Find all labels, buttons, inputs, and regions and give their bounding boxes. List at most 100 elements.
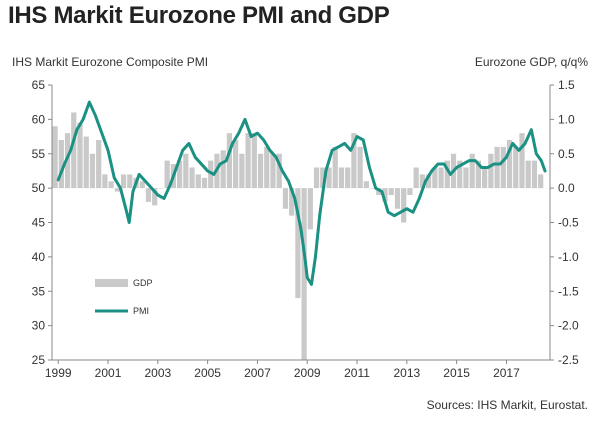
gdp-bar [52,126,58,189]
pmi-line-layer [56,100,547,286]
gdp-bar [382,188,388,202]
gdp-bar [494,146,500,189]
left-axis-title: IHS Markit Eurozone Composite PMI [12,55,209,69]
gdp-bar [239,153,245,189]
page-title: IHS Markit Eurozone PMI and GDP [8,2,390,29]
x-tick-label: 2003 [144,366,171,380]
gdp-bar [444,160,450,189]
left-tick-label: 45 [32,216,46,230]
gdp-bar [338,167,345,189]
gdp-bar [77,122,83,189]
legend-gdp-swatch [95,279,128,287]
gdp-bar [58,140,64,189]
left-tick-label: 25 [32,353,46,367]
gdp-bar [89,153,96,189]
x-tick-label: 2001 [95,366,122,380]
right-tick-label: -1.5 [558,284,579,298]
gdp-bar [120,174,127,189]
gdp-bar [233,140,239,189]
gdp-bar [152,188,158,206]
gdp-bar [345,167,351,189]
pmi-line [56,100,547,286]
axes: 65 60 55 50 45 40 35 30 25 1.5 1.0 0.5 0.0 -0.5 -1.0 -1… [32,78,579,380]
gdp-bar [208,160,214,189]
right-axis-title: Eurozone GDP, q/q% [474,55,588,69]
gdp-bar [363,181,369,189]
gdp-bar [513,146,519,189]
right-tick-label: -2.0 [558,319,579,333]
gdp-bar [108,181,114,189]
gdp-bar [127,174,133,189]
left-tick-label: 50 [32,181,46,195]
gdp-bar [531,160,538,189]
gdp-bar [482,167,488,189]
right-tick-label: 0.5 [558,147,575,161]
gdp-bar [369,188,376,189]
gdp-bar [96,140,102,189]
gdp-bar [401,188,407,223]
gdp-bar [419,174,425,189]
right-tick-label: 1.0 [558,112,575,126]
gdp-bar [506,140,513,189]
gdp-bar [463,167,469,189]
x-tick-label: 2005 [194,366,221,380]
gdp-bar [158,188,164,189]
gdp-bar [320,167,326,189]
gdp-bar [525,160,531,189]
gdp-bar [469,153,475,189]
gdp-bar [488,153,494,189]
gdp-bar [189,167,195,189]
gdp-bar [538,174,544,189]
gdp-bar [388,188,394,196]
gdp-bar [307,188,313,230]
left-tick-label: 40 [32,250,46,264]
gdp-bar [83,136,89,189]
gdp-bar [201,177,208,189]
gdp-bar [394,188,401,209]
gdp-bar [282,188,289,209]
x-tick-label: 2011 [344,366,370,380]
gdp-bar [164,160,170,189]
gdp-bar [220,150,226,189]
gdp-bar [357,146,363,189]
right-tick-label: 1.5 [558,78,575,92]
x-tick-label: 2007 [244,366,271,380]
legend-pmi-label: PMI [133,306,149,316]
gdp-bar [245,133,251,189]
left-tick-label: 65 [32,78,46,92]
gdp-bar [139,181,145,189]
gdp-bar [457,160,463,189]
gdp-bar [264,146,270,189]
right-tick-label: -1.0 [558,250,579,264]
gdp-bar [500,146,506,189]
gdp-bar [251,133,257,189]
gdp-bar [432,167,438,189]
x-tick-label: 2015 [443,366,470,380]
gdp-bar [413,167,419,189]
x-tick-label: 2017 [493,366,520,380]
gdp-bar [289,188,295,216]
gdp-bar [376,188,382,196]
left-tick-label: 60 [32,112,46,126]
right-tick-label: -2.5 [558,353,579,367]
x-tick-label: 1999 [45,366,72,380]
gdp-bar [270,153,276,189]
left-tick-label: 35 [32,284,46,298]
left-tick-label: 30 [32,319,46,333]
gdp-bars [52,112,544,361]
gdp-bar [326,167,332,189]
gdp-bar [183,153,189,189]
gdp-bar [426,174,432,189]
gdp-bar [276,153,282,189]
gdp-bar [71,112,77,189]
gdp-bar [257,153,264,189]
gdp-bar [114,188,120,192]
gdp-bar [475,160,482,189]
left-tick-label: 55 [32,147,46,161]
legend-gdp-label: GDP [133,278,153,288]
right-tick-label: 0.0 [558,181,575,195]
gdp-bar [295,188,301,299]
source-note: Sources: IHS Markit, Eurostat. [426,398,588,412]
legend: GDP PMI [95,278,153,316]
